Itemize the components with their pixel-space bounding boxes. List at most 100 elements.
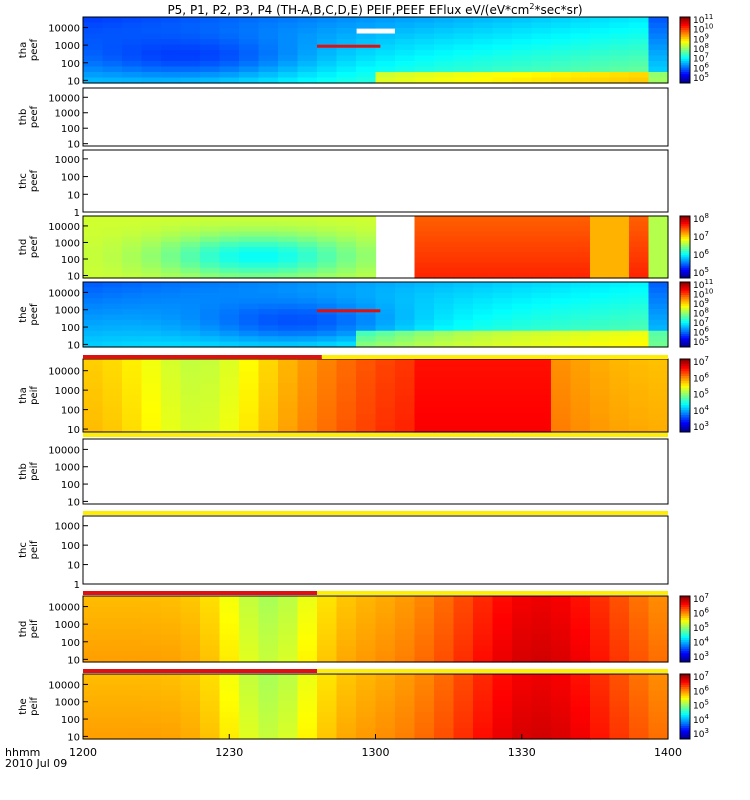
heatmap-cell — [297, 226, 318, 233]
heatmap-cell — [141, 651, 162, 658]
heatmap-cell — [258, 221, 279, 227]
heatmap-cell — [122, 377, 143, 384]
heatmap-cell — [278, 33, 299, 40]
heatmap-cell — [434, 371, 455, 378]
heatmap-cell — [102, 596, 123, 603]
heatmap-cell — [395, 395, 416, 403]
y-tick-label: 10 — [67, 190, 80, 201]
heatmap-cell — [278, 267, 299, 274]
heatmap-cell — [278, 22, 299, 29]
colorbar-swatch — [680, 626, 690, 630]
heatmap-cell — [570, 419, 591, 427]
colorbar-swatch — [680, 41, 690, 44]
heatmap-cell — [570, 28, 591, 35]
heatmap-cell — [239, 383, 260, 391]
heatmap-cell — [473, 267, 494, 274]
heatmap-cell — [297, 419, 318, 427]
heatmap-cell — [219, 711, 240, 718]
heatmap-cell — [492, 66, 513, 73]
heatmap-cell — [473, 640, 494, 647]
colorbar-swatch — [680, 218, 690, 221]
heatmap-cell — [239, 612, 260, 619]
heatmap-cell — [395, 77, 416, 84]
colorbar-swatch — [680, 325, 690, 328]
heatmap-cell — [629, 314, 650, 321]
heatmap-cell — [473, 623, 494, 630]
heatmap-cell — [258, 267, 279, 274]
heatmap-cell — [200, 607, 221, 614]
heatmap-cell — [590, 61, 611, 68]
heatmap-cell — [258, 401, 279, 409]
heatmap-cell — [356, 22, 377, 29]
heatmap-cell — [512, 28, 533, 35]
heatmap-cell — [356, 216, 377, 222]
heatmap-cell — [629, 50, 650, 57]
heatmap-cell — [239, 216, 260, 222]
y-tick-label: 100 — [61, 406, 80, 417]
heatmap-cell — [161, 371, 182, 378]
heatmap-cell — [122, 711, 143, 718]
heatmap-cell — [180, 717, 201, 724]
heatmap-cell — [375, 618, 396, 625]
heatmap-cell — [531, 319, 552, 326]
heatmap-cell — [395, 33, 416, 40]
heatmap-cell — [375, 413, 396, 421]
colorbar-swatch — [680, 19, 690, 22]
heatmap-cell — [609, 325, 630, 332]
heatmap-cell — [609, 272, 630, 279]
colorbar-swatch — [680, 726, 690, 729]
heatmap-cell — [375, 596, 396, 603]
heatmap-cell — [609, 262, 630, 269]
y-tick-label: 100 — [61, 480, 80, 491]
heatmap-cell — [375, 377, 396, 384]
heatmap-cell — [141, 257, 162, 264]
heatmap-cell — [531, 645, 552, 652]
heatmap-cell — [590, 314, 611, 321]
heatmap-cell — [102, 407, 123, 415]
heatmap-cell — [200, 674, 221, 681]
heatmap-cell — [531, 325, 552, 332]
heatmap-cell — [551, 262, 572, 269]
heatmap-cell — [219, 634, 240, 641]
heatmap-cell — [648, 292, 669, 299]
heatmap-cell — [551, 656, 572, 663]
colorbar-swatch — [680, 721, 690, 725]
heatmap-cell — [414, 336, 435, 343]
heatmap-cell — [395, 695, 416, 702]
y-axis-label: peef — [29, 105, 40, 128]
heatmap-cell — [258, 231, 279, 238]
heatmap-cell — [531, 601, 552, 608]
heatmap-cell — [336, 287, 357, 294]
heatmap-cell — [512, 728, 533, 735]
heatmap-cell — [239, 341, 260, 348]
heatmap-cell — [648, 55, 669, 62]
heatmap-cell — [297, 272, 318, 279]
heatmap-cell — [239, 717, 260, 724]
heatmap-cell — [356, 722, 377, 729]
heatmap-cell — [492, 28, 513, 35]
heatmap-cell — [219, 55, 240, 62]
heatmap-cell — [629, 77, 650, 84]
heatmap-cell — [219, 601, 240, 608]
heatmap-cell — [551, 684, 572, 691]
heatmap-cell — [551, 640, 572, 647]
heatmap-cell — [375, 359, 396, 366]
heatmap-cell — [336, 383, 357, 391]
heatmap-cell — [453, 365, 474, 372]
heatmap-cell — [297, 395, 318, 403]
y-tick-label: 10 — [67, 272, 80, 283]
heatmap-cell — [590, 221, 611, 227]
heatmap-cell — [278, 706, 299, 713]
heatmap-cell — [648, 319, 669, 326]
heatmap-cell — [356, 39, 377, 46]
heatmap-cell — [414, 257, 435, 264]
colorbar-swatch — [680, 736, 690, 740]
heatmap-cell — [141, 44, 162, 51]
heatmap-cell — [278, 325, 299, 332]
heatmap-cell — [200, 377, 221, 384]
heatmap-cell — [609, 407, 630, 415]
heatmap-cell — [648, 728, 669, 735]
heatmap-cell — [629, 336, 650, 343]
heatmap-cell — [297, 425, 318, 433]
